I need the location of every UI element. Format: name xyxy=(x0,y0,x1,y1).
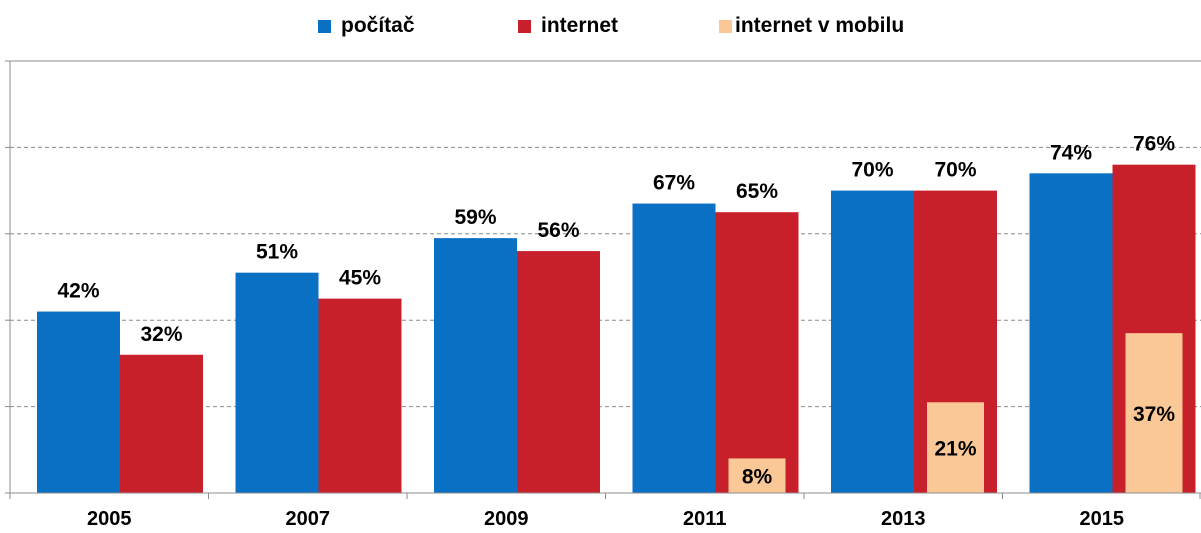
data-label-internet-2015: 76% xyxy=(1133,133,1175,156)
legend-label-pocitac: počítač xyxy=(341,14,415,37)
x-tick-label-2013: 2013 xyxy=(881,508,926,530)
bar-internet-2009 xyxy=(517,251,600,493)
bar-internet-2007 xyxy=(318,298,402,493)
legend-item-internet-v-mobilu: internet v mobilu xyxy=(719,14,904,38)
bar-internet-v-mobilu-2013 xyxy=(927,402,984,493)
bar-pocitac-2009 xyxy=(434,238,517,493)
bar-pocitac-2015 xyxy=(1029,173,1113,493)
bar-pocitac-2013 xyxy=(831,190,914,493)
bar-internet-2005 xyxy=(120,354,203,493)
x-tick-label-2007: 2007 xyxy=(286,508,331,530)
x-tick-label-2005: 2005 xyxy=(87,508,132,530)
bar-pocitac-2007 xyxy=(235,272,319,493)
data-label-pocitac-2011: 67% xyxy=(653,172,695,195)
x-tick-label-2011: 2011 xyxy=(683,508,726,530)
legend-label-internet-v-mobilu: internet v mobilu xyxy=(735,14,905,37)
legend-swatch-internet-v-mobilu xyxy=(719,19,732,33)
data-label-pocitac-2015: 74% xyxy=(1050,141,1092,164)
data-label-internet-2011: 65% xyxy=(736,180,778,203)
bar-pocitac-2005 xyxy=(37,311,120,493)
x-tick-label-2015: 2015 xyxy=(1080,508,1125,530)
data-label-internet-2007: 45% xyxy=(339,267,381,290)
bar-internet-2011 xyxy=(715,212,799,493)
data-label-internet-v-mobilu-2015: 37% xyxy=(1133,403,1175,426)
data-label-pocitac-2009: 59% xyxy=(454,206,496,229)
data-label-internet-v-mobilu-2013: 21% xyxy=(934,438,976,461)
bar-internet-v-mobilu-2015 xyxy=(1125,333,1183,493)
data-label-pocitac-2007: 51% xyxy=(256,241,298,264)
data-label-internet-2009: 56% xyxy=(537,219,579,242)
data-label-internet-2005: 32% xyxy=(140,323,182,346)
data-label-pocitac-2005: 42% xyxy=(57,280,99,303)
data-label-internet-2013: 70% xyxy=(934,159,976,182)
bar-internet-v-mobilu-2011 xyxy=(728,458,786,493)
bar-pocitac-2011 xyxy=(632,203,716,493)
x-tick-label-2009: 2009 xyxy=(484,508,529,530)
legend-label-internet: internet xyxy=(541,14,619,37)
legend-swatch-pocitac xyxy=(318,19,331,33)
legend-item-internet: internet xyxy=(518,14,618,38)
legend-item-pocitac: počítač xyxy=(318,14,415,38)
chart-legend: počítač internet internet v mobilu xyxy=(0,14,1201,44)
data-label-pocitac-2013: 70% xyxy=(851,159,893,182)
legend-swatch-internet xyxy=(518,19,531,33)
data-label-internet-v-mobilu-2011: 8% xyxy=(742,466,773,489)
